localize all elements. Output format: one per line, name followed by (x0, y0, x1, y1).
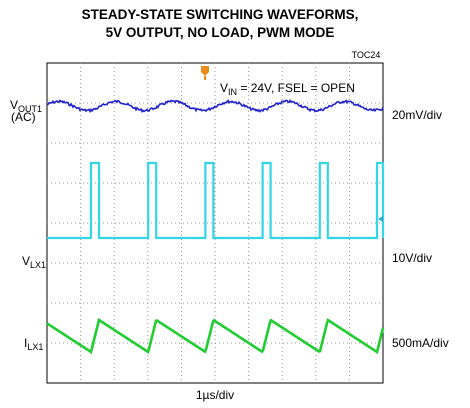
label-sub: LX1 (30, 260, 46, 270)
figure-tag: TOC24 (352, 50, 381, 60)
label-sub: OUT1 (18, 104, 42, 114)
label-sub: LX1 (27, 342, 43, 352)
annotation-sub: IN (228, 87, 237, 97)
scale-label: 10V/div (392, 251, 432, 265)
label-main: V (22, 254, 30, 268)
title-line: 5V OUTPUT, NO LOAD, PWM MODE (106, 25, 335, 40)
output-ripple-trace (46, 98, 384, 114)
grid (47, 63, 383, 383)
trace-label: VOUT1 (10, 98, 42, 114)
scale-label: 20mV/div (392, 108, 442, 122)
label-main: I (24, 336, 27, 350)
title-line: STEADY-STATE SWITCHING WAVEFORMS, (82, 7, 359, 22)
annotation: VIN = 24V, FSEL = OPEN (220, 81, 355, 97)
inductor-current-trace (46, 317, 385, 355)
lx-voltage-trace (47, 161, 385, 240)
trace-label: VLX1 (22, 254, 46, 270)
traces (46, 98, 385, 355)
timebase: 1µs/div (196, 388, 234, 402)
trigger-marker (201, 66, 209, 76)
annotation-rest: = 24V, FSEL = OPEN (237, 81, 355, 95)
level-marker (378, 216, 383, 222)
annotation-main: V (220, 81, 228, 95)
trace-label: ILX1 (24, 336, 43, 352)
scale-label: 500mA/div (392, 336, 449, 350)
trace-note: (AC) (11, 110, 36, 124)
label-main: V (10, 98, 18, 112)
